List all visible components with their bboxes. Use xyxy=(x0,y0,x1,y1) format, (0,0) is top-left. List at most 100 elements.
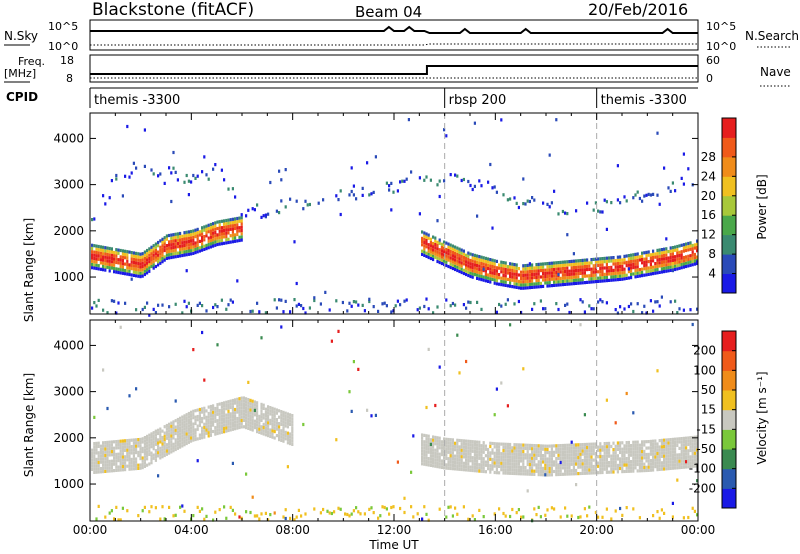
radar-cell xyxy=(674,299,677,303)
radar-cell xyxy=(427,437,430,441)
radar-cell xyxy=(176,178,179,182)
radar-cell xyxy=(159,252,162,256)
radar-cell xyxy=(535,279,538,283)
radar-cell xyxy=(179,244,182,248)
radar-cell xyxy=(669,249,672,253)
radar-cell xyxy=(207,226,210,231)
radar-cell xyxy=(110,253,113,257)
radar-cell xyxy=(575,269,578,273)
radar-cell xyxy=(436,256,439,260)
radar-cell xyxy=(170,252,173,256)
radar-cell xyxy=(143,256,146,261)
radar-cell xyxy=(201,432,204,437)
radar-cell xyxy=(456,174,459,178)
radar-cell xyxy=(240,213,243,217)
radar-cell xyxy=(273,298,276,302)
radar-cell xyxy=(181,241,184,245)
radar-cell xyxy=(526,443,529,447)
radar-cell xyxy=(207,177,210,181)
radar-cell xyxy=(566,266,569,270)
radar-cell xyxy=(245,422,248,426)
radar-cell xyxy=(480,469,483,473)
radar-cell xyxy=(619,268,622,272)
radar-cell xyxy=(502,442,505,446)
radar-cell xyxy=(135,261,138,265)
radar-cell xyxy=(643,264,646,268)
radar-cell xyxy=(601,266,604,270)
radar-cell xyxy=(456,268,459,273)
radar-cell xyxy=(592,468,595,472)
radar-cell xyxy=(610,467,613,471)
radar-cell xyxy=(302,306,305,311)
radar-cell xyxy=(282,410,285,414)
radar-cell xyxy=(473,260,476,264)
radar-cell xyxy=(493,272,496,276)
radar-cell xyxy=(682,516,685,520)
radar-cell xyxy=(656,268,659,272)
radar-cell xyxy=(209,222,212,227)
radar-cell xyxy=(212,167,215,171)
radar-cell xyxy=(575,278,578,282)
radar-cell xyxy=(183,427,186,431)
radar-cell xyxy=(115,462,118,466)
radar-cell xyxy=(192,514,195,518)
radar-cell xyxy=(682,246,685,250)
radar-cell xyxy=(509,471,512,475)
radar-cell xyxy=(322,507,325,512)
radar-cell xyxy=(126,259,129,263)
radar-cell xyxy=(216,233,219,237)
radar-cell xyxy=(542,457,545,461)
radar-cell xyxy=(121,461,124,465)
radar-cell xyxy=(102,368,105,372)
radar-cell xyxy=(91,448,94,452)
radar-cell xyxy=(427,255,430,260)
radar-cell xyxy=(181,250,184,254)
radar-cell xyxy=(535,447,538,451)
radar-cell xyxy=(555,469,558,473)
y-tick-label: 4000 xyxy=(53,338,84,352)
radar-cell xyxy=(614,308,617,312)
radar-cell xyxy=(605,451,608,455)
radar-cell xyxy=(183,240,186,244)
radar-cell xyxy=(566,212,569,216)
radar-cell xyxy=(601,448,604,452)
radar-cell xyxy=(498,302,501,307)
radar-cell xyxy=(97,257,100,261)
cpid-label: CPID xyxy=(6,90,38,104)
radar-cell xyxy=(247,380,250,384)
radar-cell xyxy=(676,453,679,457)
radar-cell xyxy=(487,447,490,452)
radar-cell xyxy=(174,251,177,256)
radar-cell xyxy=(693,445,696,449)
nsky-trace xyxy=(90,25,698,34)
radar-cell xyxy=(220,405,223,409)
radar-cell xyxy=(559,447,562,451)
radar-cell xyxy=(425,242,428,246)
radar-cell xyxy=(99,444,102,448)
radar-cell xyxy=(478,450,481,454)
radar-cell xyxy=(590,449,593,453)
radar-cell xyxy=(238,413,241,417)
radar-cell xyxy=(337,198,340,202)
radar-cell xyxy=(124,455,127,459)
radar-cell xyxy=(647,253,650,257)
radar-cell xyxy=(674,255,677,259)
radar-cell xyxy=(108,269,111,273)
noise-panel-frame xyxy=(89,19,699,51)
radar-cell xyxy=(117,267,120,271)
radar-cell xyxy=(225,231,228,235)
radar-cell xyxy=(572,465,575,469)
radar-cell xyxy=(517,472,520,476)
radar-cell xyxy=(495,269,498,273)
radar-cell xyxy=(689,461,692,465)
radar-cell xyxy=(691,259,694,264)
radar-cell xyxy=(93,244,96,248)
radar-cell xyxy=(491,226,494,230)
radar-cell xyxy=(561,456,564,460)
radar-cell xyxy=(146,268,149,272)
radar-cell xyxy=(658,467,661,471)
radar-cell xyxy=(487,267,490,271)
radar-cell xyxy=(641,267,644,271)
